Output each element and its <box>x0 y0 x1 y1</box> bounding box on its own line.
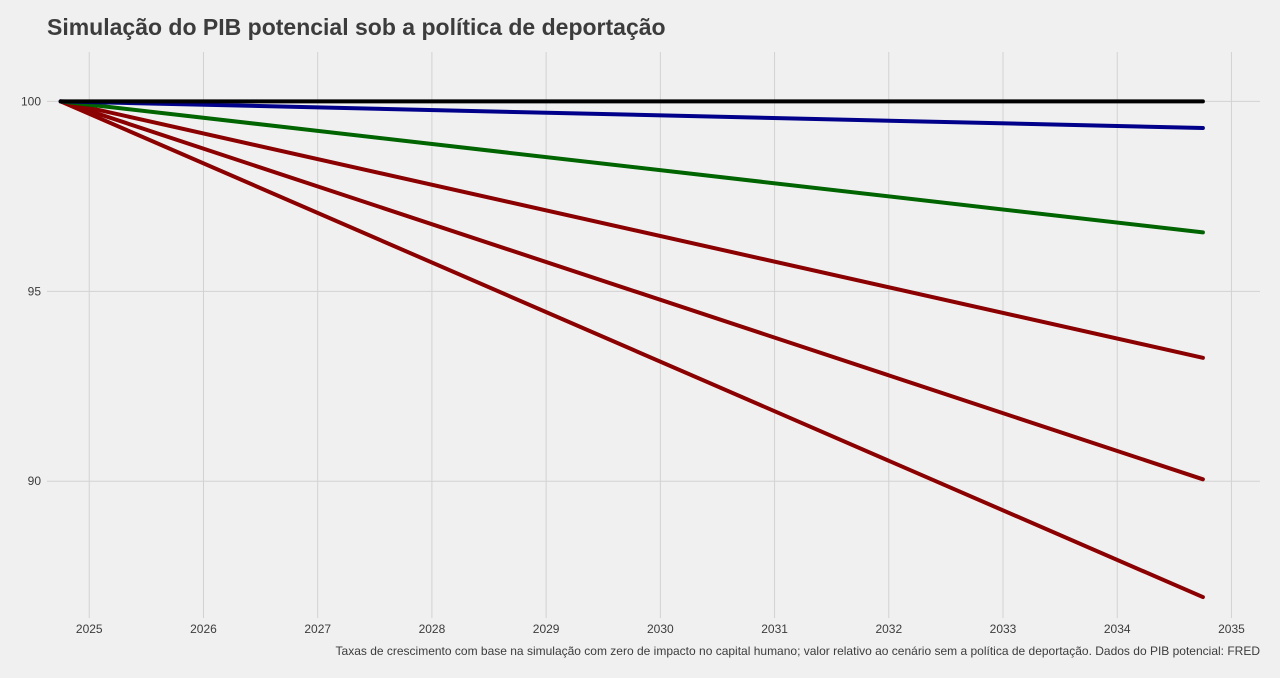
x-tick-label: 2029 <box>533 622 560 636</box>
y-axis-ticks: 90 95 100 <box>21 94 41 488</box>
series-line-1 <box>58 99 1205 130</box>
x-tick-label: 2025 <box>76 622 103 636</box>
x-tick-label: 2031 <box>761 622 788 636</box>
x-tick-label: 2032 <box>875 622 902 636</box>
x-tick-label: 2028 <box>419 622 446 636</box>
x-tick-label: 2034 <box>1104 622 1131 636</box>
chart-title: Simulação do PIB potencial sob a polític… <box>47 14 666 40</box>
series-line-5 <box>58 99 1205 600</box>
x-axis-ticks: 2025 2026 2027 2028 2029 2030 2031 2032 2033 2034… <box>76 622 1245 636</box>
x-tick-label: 2030 <box>647 622 674 636</box>
series-line-4 <box>58 99 1205 482</box>
x-tick-label: 2035 <box>1218 622 1245 636</box>
x-tick-label: 2027 <box>304 622 331 636</box>
y-tick-label: 90 <box>28 474 42 488</box>
grid <box>47 52 1260 618</box>
y-tick-label: 100 <box>21 94 41 108</box>
series-line-3 <box>58 99 1205 360</box>
series-line-2 <box>58 99 1205 235</box>
chart-caption: Taxas de crescimento com base na simulaç… <box>335 644 1260 658</box>
y-tick-label: 95 <box>28 284 42 298</box>
x-tick-label: 2033 <box>990 622 1017 636</box>
series-lines <box>58 99 1205 600</box>
x-tick-label: 2026 <box>190 622 217 636</box>
